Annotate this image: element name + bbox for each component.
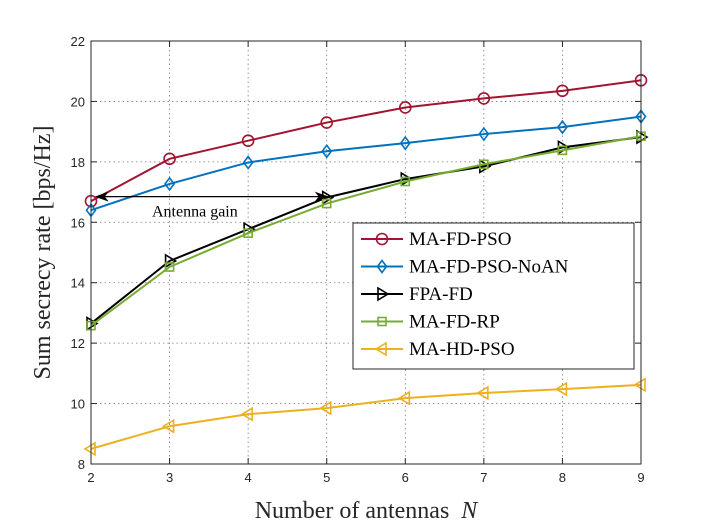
x-tick-label: 6 xyxy=(402,470,409,485)
data-point-ma-fd-rp xyxy=(400,176,411,187)
y-tick-label: 18 xyxy=(71,155,85,170)
legend-item-ma-hd-pso: MA-HD-PSO xyxy=(361,339,515,360)
legend-box xyxy=(352,222,635,370)
legend-label-ma-fd-pso: MA-FD-PSO xyxy=(409,229,511,250)
series-line-fpa-fd xyxy=(90,136,642,325)
antenna-gain-label: Antenna gain xyxy=(152,204,238,221)
x-tick-label: 2 xyxy=(87,470,94,485)
annotation-group: Antenna gain xyxy=(94,191,329,221)
antenna-gain-arrowhead-left xyxy=(94,191,109,202)
y-tick-label: 8 xyxy=(78,457,85,472)
legend-item-ma-fd-rp: MA-FD-RP xyxy=(361,312,500,333)
legend: MA-FD-PSO MA-FD-PSO-NoAN FPA-FD MA-FD-RP MA-… xyxy=(352,222,635,370)
data-point-ma-hd-pso xyxy=(162,418,175,434)
data-point-ma-fd-pso-noan xyxy=(478,126,490,142)
legend-marker-ma-fd-pso xyxy=(375,232,389,246)
y-tick-label: 10 xyxy=(71,397,85,412)
data-point-ma-hd-pso xyxy=(319,400,332,416)
y-tick-label: 16 xyxy=(71,215,85,230)
x-tick-label: 8 xyxy=(559,470,566,485)
data-point-ma-fd-pso xyxy=(163,152,176,166)
ticks: 2 3 4 5 6 7 8 9 8 10 12 14 16 18 20 22 xyxy=(71,34,645,485)
legend-marker-ma-hd-pso xyxy=(374,341,387,357)
x-axis-label-variable: N xyxy=(460,498,479,524)
data-point-ma-fd-pso xyxy=(556,84,569,98)
data-point-ma-fd-rp xyxy=(557,145,568,156)
series-line-ma-fd-rp xyxy=(90,135,642,327)
legend-marker-ma-fd-rp xyxy=(377,316,387,327)
data-point-ma-fd-pso xyxy=(320,116,334,129)
y-tick-label: 22 xyxy=(71,34,85,49)
data-point-ma-fd-rp xyxy=(321,198,332,209)
x-tick-label: 3 xyxy=(166,470,173,485)
data-point-ma-fd-pso-noan xyxy=(399,135,411,151)
legend-marker-fpa-fd xyxy=(377,286,390,302)
series-line-ma-hd-pso xyxy=(90,383,642,450)
data-point-ma-fd-rp xyxy=(479,159,489,170)
data-point-ma-fd-pso-noan xyxy=(556,119,568,135)
y-tick-label: 14 xyxy=(71,276,85,291)
data-point-ma-hd-pso xyxy=(633,377,646,393)
x-tick-label: 5 xyxy=(323,470,330,485)
legend-item-ma-fd-pso-noan: MA-FD-PSO-NoAN xyxy=(361,257,569,278)
data-point-ma-hd-pso xyxy=(397,390,411,406)
x-axis-label-text: Number of antennas xyxy=(255,498,450,524)
x-tick-label: 9 xyxy=(637,470,644,485)
data-point-ma-fd-rp xyxy=(164,262,175,272)
plot-frame xyxy=(90,40,642,465)
data-point-ma-hd-pso xyxy=(240,406,253,422)
legend-item-fpa-fd: FPA-FD xyxy=(361,284,473,305)
legend-label-ma-fd-pso-noan: MA-FD-PSO-NoAN xyxy=(409,257,569,278)
data-point-ma-fd-pso-noan xyxy=(164,176,176,192)
data-point-ma-fd-pso-noan xyxy=(321,143,333,159)
data-point-fpa-fd xyxy=(164,253,178,269)
series-ma-hd-pso xyxy=(83,377,646,457)
data-point-ma-fd-pso xyxy=(241,134,255,148)
legend-marker-ma-fd-pso-noan xyxy=(376,259,388,274)
y-tick-label: 12 xyxy=(71,336,85,351)
data-point-ma-fd-rp xyxy=(243,228,253,238)
series-ma-fd-pso-noan xyxy=(85,109,647,218)
data-point-ma-hd-pso xyxy=(554,381,568,397)
series-line-ma-fd-pso-noan xyxy=(90,115,642,212)
legend-label-ma-hd-pso: MA-HD-PSO xyxy=(409,339,515,360)
x-tick-label: 4 xyxy=(245,470,252,485)
legend-item-ma-fd-pso: MA-FD-PSO xyxy=(361,229,511,250)
data-point-ma-hd-pso xyxy=(476,385,489,401)
data-point-ma-fd-pso xyxy=(477,92,491,105)
series-line-ma-fd-pso xyxy=(90,79,642,203)
data-point-ma-hd-pso xyxy=(83,441,96,457)
antenna-gain-arrowhead-right xyxy=(314,191,329,202)
data-point-ma-fd-pso xyxy=(398,101,412,114)
x-tick-label: 7 xyxy=(480,470,487,485)
series-group xyxy=(83,73,649,457)
x-axis-label: Number of antennas N xyxy=(255,498,480,524)
y-tick-label: 20 xyxy=(71,94,85,109)
y-axis-label: Sum secrecy rate [bps/Hz] xyxy=(30,126,56,380)
legend-label-fpa-fd: FPA-FD xyxy=(409,284,473,305)
data-point-ma-fd-pso-noan xyxy=(242,155,254,170)
legend-label-ma-fd-rp: MA-FD-RP xyxy=(409,312,500,333)
